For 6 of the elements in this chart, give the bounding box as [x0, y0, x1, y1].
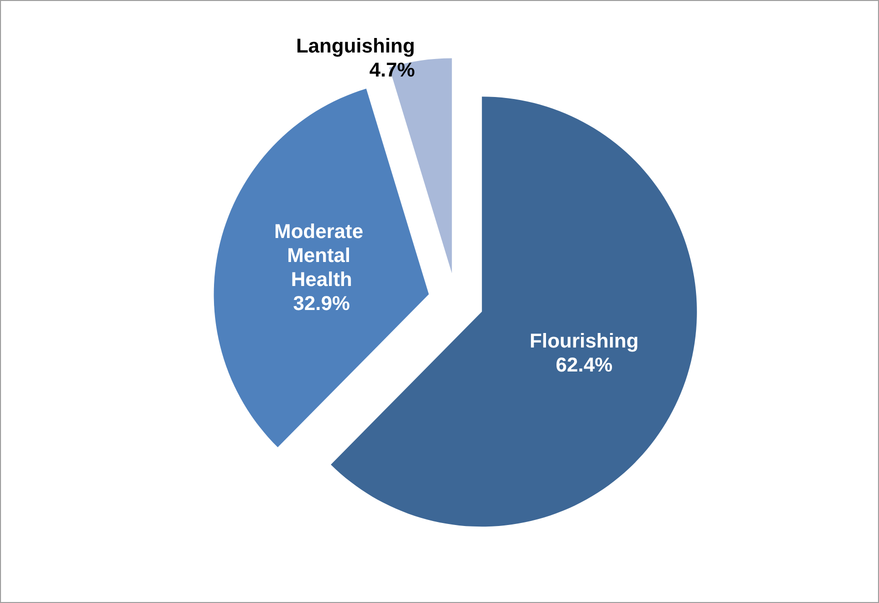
slice-label: Languishing — [296, 36, 415, 58]
data-label: 32.9% — [293, 292, 350, 315]
data-label: 4.7% — [369, 60, 416, 82]
slice-label: Moderate Mental Health — [274, 220, 369, 291]
data-label: 62.4% — [556, 354, 613, 377]
slice-label: Flourishing — [530, 330, 639, 353]
